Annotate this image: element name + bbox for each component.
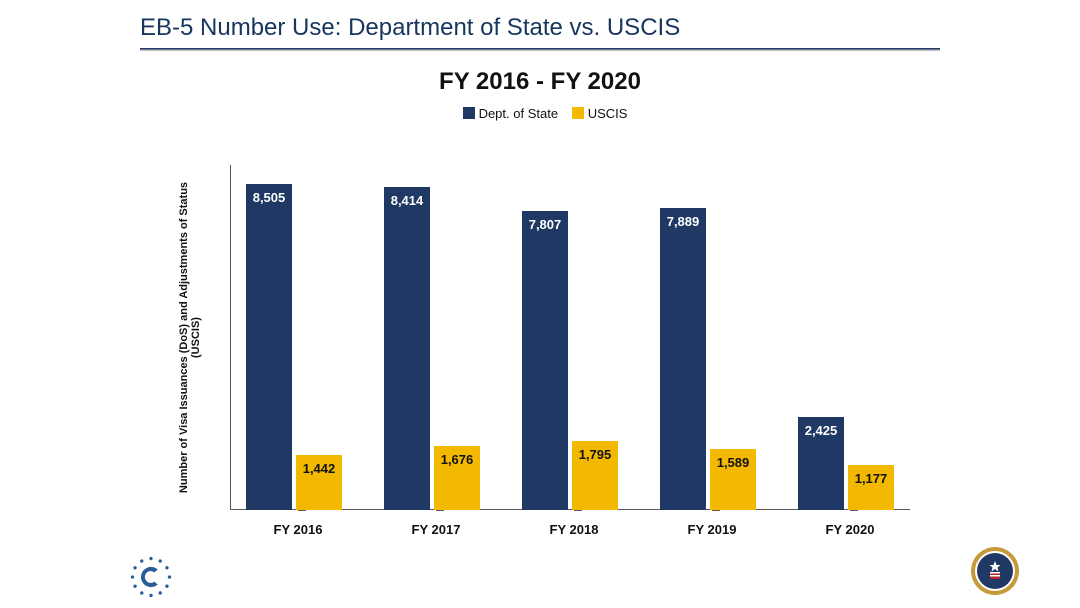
- bar-value-label: 1,177: [848, 471, 894, 486]
- y-axis: [230, 165, 231, 510]
- bar-group: 2,4251,177FY 2020: [790, 165, 910, 510]
- category-label: FY 2018: [514, 522, 634, 537]
- category-label: FY 2019: [652, 522, 772, 537]
- bar-uscis: 1,442: [296, 455, 342, 510]
- bar-value-label: 8,505: [246, 190, 292, 205]
- bar-uscis: 1,589: [710, 449, 756, 510]
- chart-legend: Dept. of State USCIS: [0, 106, 1080, 121]
- bar-group: 7,8071,795FY 2018: [514, 165, 634, 510]
- org-c-logo-icon: [130, 556, 172, 598]
- bar-group: 8,4141,676FY 2017: [376, 165, 496, 510]
- bar-group: 8,5051,442FY 2016: [238, 165, 358, 510]
- bar-dos: 8,414: [384, 187, 430, 510]
- y-axis-label: Number of Visa Issuances (DoS) and Adjus…: [178, 165, 202, 510]
- bar-value-label: 1,795: [572, 447, 618, 462]
- x-tick: [850, 510, 858, 511]
- category-label: FY 2017: [376, 522, 496, 537]
- category-label: FY 2016: [238, 522, 358, 537]
- legend-label-dos: Dept. of State: [479, 106, 559, 121]
- bar-group: 7,8891,589FY 2019: [652, 165, 772, 510]
- x-tick: [298, 510, 306, 511]
- bar-value-label: 1,589: [710, 455, 756, 470]
- bar-value-label: 1,676: [434, 452, 480, 467]
- bar-value-label: 1,442: [296, 461, 342, 476]
- chart-plot-area: 8,5051,442FY 20168,4141,676FY 20177,8071…: [230, 165, 910, 510]
- x-tick: [574, 510, 582, 511]
- bar-dos: 8,505: [246, 184, 292, 510]
- title-underline: [140, 48, 940, 51]
- category-label: FY 2020: [790, 522, 910, 537]
- chart-title: FY 2016 - FY 2020: [0, 68, 1080, 96]
- bar-dos: 7,889: [660, 208, 706, 510]
- bar-dos: 7,807: [522, 211, 568, 510]
- bar-value-label: 8,414: [384, 193, 430, 208]
- x-tick: [436, 510, 444, 511]
- legend-label-uscis: USCIS: [588, 106, 628, 121]
- bar-value-label: 7,889: [660, 214, 706, 229]
- x-tick: [712, 510, 720, 511]
- bar-uscis: 1,676: [434, 446, 480, 510]
- bar-dos: 2,425: [798, 417, 844, 510]
- bar-uscis: 1,795: [572, 441, 618, 510]
- legend-swatch-dos: [463, 107, 475, 119]
- legend-swatch-uscis: [572, 107, 584, 119]
- bar-uscis: 1,177: [848, 465, 894, 510]
- page-title: EB-5 Number Use: Department of State vs.…: [140, 14, 680, 42]
- state-dept-seal-icon: [970, 546, 1020, 596]
- bar-value-label: 2,425: [798, 423, 844, 438]
- bar-value-label: 7,807: [522, 217, 568, 232]
